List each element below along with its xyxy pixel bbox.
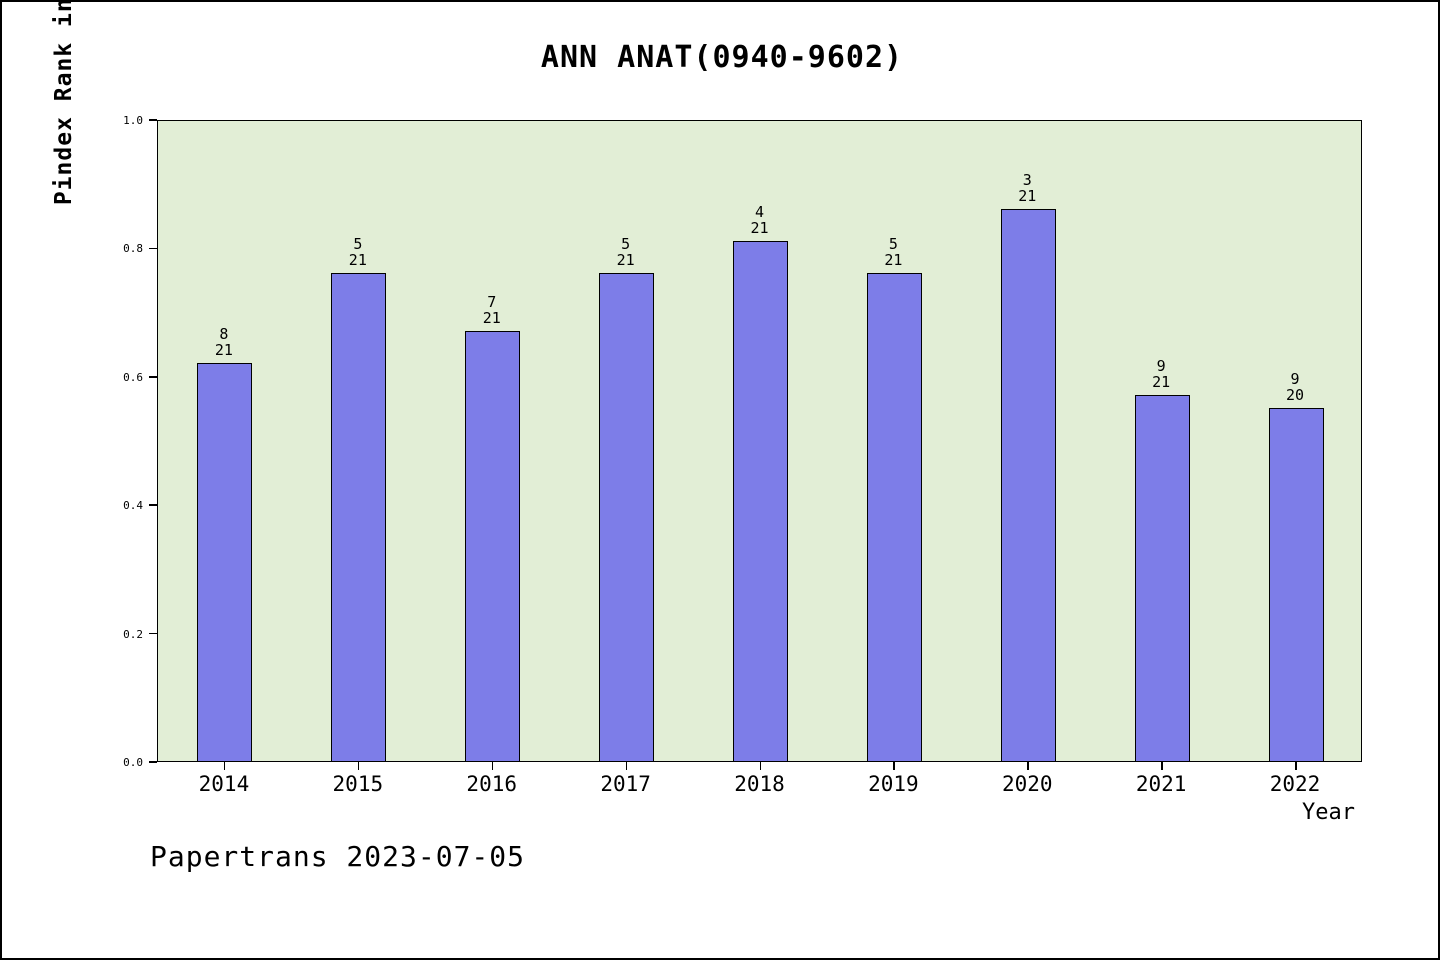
bar-2019: [866, 273, 922, 761]
x-tick-mark: [491, 762, 494, 770]
x-tick-label-2019: 2019: [868, 772, 919, 796]
x-tick-mark: [1295, 762, 1297, 770]
y-tick-mark: [149, 504, 157, 506]
y-tick-label-0.6: 0.6: [123, 370, 143, 384]
bar-value-label: 9 20: [1286, 369, 1305, 404]
bar-2018: [733, 240, 788, 761]
plot-area: [157, 120, 1362, 762]
bar-2021: [1134, 395, 1190, 761]
bar-value-label: 7 21: [482, 292, 501, 327]
bar-value-label: 5 21: [348, 235, 367, 270]
y-tick-label-0.8: 0.8: [123, 242, 143, 256]
x-tick-mark: [357, 762, 360, 770]
y-tick-mark: [149, 761, 157, 763]
x-tick-mark: [893, 762, 895, 770]
x-tick-mark: [759, 762, 761, 770]
x-tick-mark: [625, 762, 628, 770]
x-tick-mark: [1161, 762, 1163, 770]
bar-value-label: 5 21: [884, 235, 903, 270]
chart-title: ANN ANAT(0940-9602): [540, 40, 904, 75]
footer-watermark: Papertrans 2023-07-05: [150, 840, 526, 873]
y-tick-label-0.0: 0.0: [123, 756, 143, 769]
bar-2014: [197, 362, 253, 761]
bar-2015: [331, 273, 387, 761]
x-tick-label-2018: 2018: [734, 772, 785, 796]
bar-value-label: 8 21: [214, 324, 233, 359]
x-tick-label-2021: 2021: [1135, 772, 1187, 796]
bar-2016: [465, 330, 521, 761]
bar-value-label: 9 21: [1152, 357, 1171, 392]
x-tick-label-2017: 2017: [600, 772, 651, 796]
y-tick-mark: [149, 119, 157, 121]
x-tick-label-2016: 2016: [466, 772, 517, 796]
bar-2017: [599, 273, 655, 761]
bar-value-label: 4 21: [750, 202, 769, 237]
x-tick-label-2014: 2014: [198, 772, 250, 796]
bar-2020: [1000, 208, 1056, 761]
x-tick-mark: [1027, 762, 1029, 770]
y-tick-label-0.4: 0.4: [123, 499, 143, 513]
bar-value-label: 3 21: [1018, 170, 1037, 205]
x-tick-mark: [223, 762, 226, 770]
y-axis-label: Pindex Rank in ANATOMY & MORPHOLOGY: [51, 0, 77, 205]
bar-value-label: 5 21: [616, 235, 635, 270]
y-tick-mark: [149, 376, 157, 378]
x-tick-label-2015: 2015: [332, 772, 384, 796]
y-tick-mark: [149, 632, 157, 635]
y-tick-label-1.0: 1.0: [123, 114, 143, 127]
bar-2022: [1268, 407, 1324, 761]
x-tick-label-2022: 2022: [1269, 772, 1321, 796]
x-axis-label: Year: [1302, 800, 1355, 825]
y-tick-mark: [149, 247, 157, 250]
x-tick-label-2020: 2020: [1001, 772, 1053, 796]
y-tick-label-0.2: 0.2: [123, 627, 143, 641]
